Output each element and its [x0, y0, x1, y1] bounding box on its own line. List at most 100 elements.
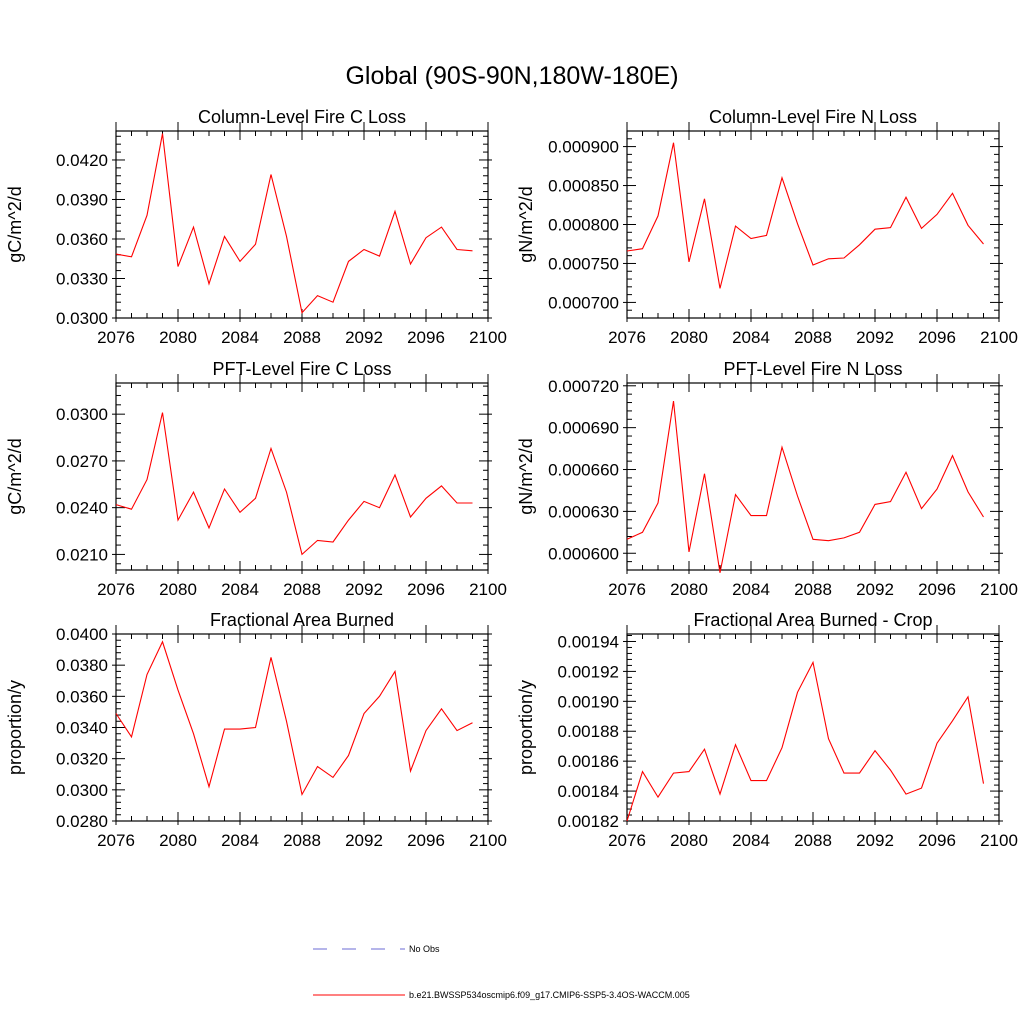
- y-axis-label: gN/m^2/d: [516, 186, 536, 262]
- x-tick-label: 2088: [283, 580, 321, 599]
- y-tick-label: 0.000900: [548, 138, 619, 157]
- y-tick-label: 0.000850: [548, 177, 619, 196]
- legend-model-label: b.e21.BWSSP534oscmip6.f09_g17.CMIP6-SSP5…: [409, 990, 690, 1000]
- y-tick-label: 0.000660: [548, 461, 619, 480]
- x-tick-label: 2084: [732, 831, 770, 850]
- x-tick-label: 2076: [608, 831, 646, 850]
- y-tick-label: 0.000800: [548, 216, 619, 235]
- panel-title: PFT-Level Fire N Loss: [723, 359, 902, 379]
- y-tick-label: 0.000690: [548, 419, 619, 438]
- y-tick-label: 0.0210: [56, 545, 108, 564]
- y-tick-label: 0.0330: [56, 269, 108, 288]
- y-tick-label: 0.0340: [56, 719, 108, 738]
- model-series-line: [626, 142, 984, 289]
- panel-title: Column-Level Fire N Loss: [709, 107, 917, 127]
- y-tick-label: 0.000750: [548, 254, 619, 273]
- y-tick-label: 0.0390: [56, 190, 108, 209]
- x-tick-label: 2080: [670, 831, 708, 850]
- y-tick-label: 0.0300: [56, 781, 108, 800]
- x-tick-label: 2096: [407, 831, 445, 850]
- x-tick-label: 2100: [980, 580, 1018, 599]
- x-tick-label: 2084: [221, 831, 259, 850]
- x-tick-label: 2088: [794, 580, 832, 599]
- model-series-line: [626, 401, 984, 573]
- panels-group: Column-Level Fire C Loss gC/m^2/d 2076 2080…: [5, 107, 1018, 850]
- y-tick-label: 0.00190: [558, 692, 619, 711]
- x-tick-label: 2100: [469, 328, 507, 347]
- y-tick-label: 0.0320: [56, 750, 108, 769]
- x-tick-label: 2092: [345, 328, 383, 347]
- x-tick-label: 2080: [159, 328, 197, 347]
- x-tick-label: 2088: [283, 831, 321, 850]
- x-tick-label: 2084: [221, 328, 259, 347]
- x-tick-label: 2076: [608, 580, 646, 599]
- panel-5: Fractional Area Burned proportion/y 2076 20…: [5, 610, 507, 850]
- y-tick-label: 0.0420: [56, 151, 108, 170]
- y-tick-label: 0.0270: [56, 452, 108, 471]
- x-tick-label: 2080: [670, 580, 708, 599]
- panel-title: PFT-Level Fire C Loss: [212, 359, 391, 379]
- x-tick-label: 2100: [980, 328, 1018, 347]
- panel-2: Column-Level Fire N Loss gN/m^2/d 2076 2080…: [516, 107, 1018, 347]
- x-tick-label: 2088: [794, 831, 832, 850]
- x-tick-label: 2084: [732, 328, 770, 347]
- model-series-line: [115, 412, 473, 556]
- y-axis-label: proportion/y: [516, 680, 536, 775]
- x-tick-label: 2084: [732, 580, 770, 599]
- x-tick-label: 2080: [159, 831, 197, 850]
- y-tick-label: 0.000720: [548, 377, 619, 396]
- x-tick-label: 2096: [918, 831, 956, 850]
- panel-title: Fractional Area Burned: [210, 610, 394, 630]
- plot-frame: [626, 130, 1000, 319]
- x-tick-label: 2096: [407, 328, 445, 347]
- y-axis-label: gN/m^2/d: [516, 438, 536, 514]
- x-tick-label: 2096: [407, 580, 445, 599]
- y-tick-label: 0.000600: [548, 544, 619, 563]
- y-tick-label: 0.00192: [558, 662, 619, 681]
- y-tick-label: 0.00184: [558, 782, 619, 801]
- legend: No Obs b.e21.BWSSP534oscmip6.f09_g17.CMI…: [313, 944, 690, 1000]
- x-tick-label: 2092: [345, 580, 383, 599]
- model-series-line: [115, 133, 473, 314]
- x-tick-label: 2076: [97, 328, 135, 347]
- y-tick-label: 0.0300: [56, 309, 108, 328]
- y-tick-label: 0.0280: [56, 812, 108, 831]
- x-tick-label: 2092: [856, 328, 894, 347]
- legend-obs-label: No Obs: [409, 944, 440, 954]
- y-tick-label: 0.0240: [56, 499, 108, 518]
- x-tick-label: 2084: [221, 580, 259, 599]
- x-tick-label: 2076: [608, 328, 646, 347]
- y-tick-label: 0.000630: [548, 502, 619, 521]
- panel-6: Fractional Area Burned - Crop proportion/…: [516, 610, 1018, 850]
- figure-title: Global (90S-90N,180W-180E): [345, 62, 678, 90]
- y-tick-label: 0.00194: [558, 632, 619, 651]
- x-tick-label: 2096: [918, 328, 956, 347]
- y-tick-label: 0.00186: [558, 752, 619, 771]
- panel-4: PFT-Level Fire N Loss gN/m^2/d 2076 2080 208…: [516, 359, 1018, 599]
- y-tick-label: 0.0300: [56, 405, 108, 424]
- x-tick-label: 2096: [918, 580, 956, 599]
- y-tick-label: 0.000700: [548, 293, 619, 312]
- y-tick-label: 0.00182: [558, 812, 619, 831]
- plot-frame: [115, 130, 489, 319]
- x-tick-label: 2088: [794, 328, 832, 347]
- panel-title: Fractional Area Burned - Crop: [693, 610, 932, 630]
- x-tick-label: 2076: [97, 831, 135, 850]
- y-tick-label: 0.0360: [56, 230, 108, 249]
- model-series-line: [626, 660, 985, 822]
- model-series-line: [115, 640, 473, 797]
- y-axis-label: proportion/y: [5, 680, 25, 775]
- x-tick-label: 2080: [670, 328, 708, 347]
- x-tick-label: 2088: [283, 328, 321, 347]
- panel-title: Column-Level Fire C Loss: [198, 107, 406, 127]
- x-tick-label: 2100: [469, 831, 507, 850]
- y-axis-label: gC/m^2/d: [5, 186, 25, 262]
- x-tick-label: 2100: [980, 831, 1018, 850]
- panel-1: Column-Level Fire C Loss gC/m^2/d 2076 2080…: [5, 107, 507, 347]
- y-tick-label: 0.0380: [56, 656, 108, 675]
- y-tick-label: 0.0400: [56, 625, 108, 644]
- x-tick-label: 2092: [856, 831, 894, 850]
- x-tick-label: 2100: [469, 580, 507, 599]
- y-axis-label: gC/m^2/d: [5, 438, 25, 514]
